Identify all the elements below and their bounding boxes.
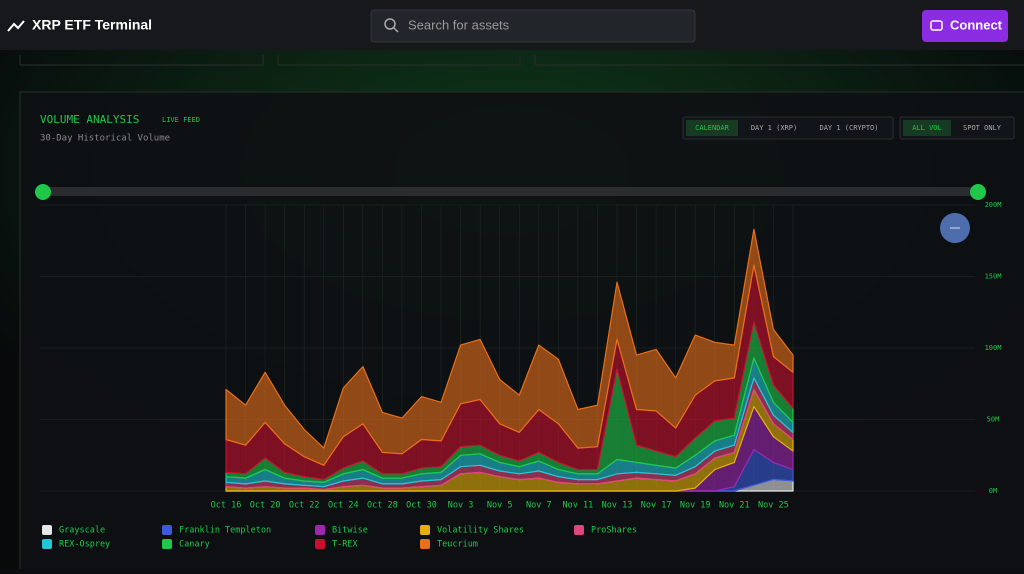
connect-label: Connect: [950, 17, 1003, 32]
panel-subtitle: 30-Day Historical Volume: [40, 134, 170, 144]
y-tick-label: 100M: [985, 344, 1002, 352]
legend-label[interactable]: Grayscale: [59, 526, 105, 536]
x-tick-label: Nov 17: [641, 501, 672, 511]
view-button[interactable]: CALENDAR: [695, 124, 730, 132]
legend-swatch[interactable]: [315, 525, 325, 535]
x-tick-label: Oct 16: [211, 501, 242, 511]
x-tick-label: Nov 25: [758, 501, 789, 511]
view-button[interactable]: DAY 1 (CRYPTO): [819, 124, 878, 132]
view-button[interactable]: DAY 1 (XRP): [751, 124, 797, 132]
range-handle-start[interactable]: [35, 184, 51, 200]
legend-label[interactable]: Teucrium: [437, 540, 478, 550]
x-tick-label: Nov 13: [602, 501, 633, 511]
legend-label[interactable]: Bitwise: [332, 526, 368, 536]
range-handle-end[interactable]: [970, 184, 986, 200]
x-tick-label: Nov 11: [563, 501, 594, 511]
y-tick-label: 200M: [985, 201, 1002, 209]
legend-swatch[interactable]: [162, 525, 172, 535]
panel-title: VOLUME ANALYSIS: [40, 113, 139, 126]
x-tick-label: Nov 3: [448, 501, 474, 511]
y-tick-label: 0M: [989, 487, 997, 495]
range-track: [43, 187, 978, 196]
x-tick-label: Nov 7: [526, 501, 552, 511]
legend-label[interactable]: T-REX: [332, 540, 358, 550]
volume-panel: [20, 92, 1024, 569]
legend-label[interactable]: REX-Osprey: [59, 540, 110, 550]
x-tick-label: Nov 5: [487, 501, 513, 511]
live-badge: LIVE FEED: [162, 116, 200, 124]
legend-swatch[interactable]: [420, 539, 430, 549]
y-tick-label: 50M: [987, 416, 1000, 424]
legend-label[interactable]: ProShares: [591, 526, 637, 536]
legend-swatch[interactable]: [574, 525, 584, 535]
legend-label[interactable]: Franklin Templeton: [179, 526, 271, 536]
x-tick-label: Oct 28: [367, 501, 398, 511]
x-tick-label: Oct 30: [406, 501, 437, 511]
x-tick-label: Oct 20: [250, 501, 281, 511]
volume-button[interactable]: SPOT ONLY: [963, 124, 1002, 132]
legend-swatch[interactable]: [315, 539, 325, 549]
volume-button[interactable]: ALL VOL: [912, 124, 942, 132]
app-title: XRP ETF Terminal: [32, 17, 152, 33]
y-tick-label: 150M: [985, 273, 1002, 281]
x-tick-label: Nov 19: [680, 501, 711, 511]
legend-label[interactable]: Canary: [179, 540, 210, 550]
legend-label[interactable]: Volatility Shares: [437, 526, 524, 536]
legend-swatch[interactable]: [162, 539, 172, 549]
x-tick-label: Nov 21: [719, 501, 750, 511]
legend-swatch[interactable]: [420, 525, 430, 535]
legend-swatch[interactable]: [42, 525, 52, 535]
search-placeholder: Search for assets: [408, 17, 510, 32]
x-tick-label: Oct 22: [289, 501, 320, 511]
x-tick-label: Oct 24: [328, 501, 359, 511]
legend-swatch[interactable]: [42, 539, 52, 549]
